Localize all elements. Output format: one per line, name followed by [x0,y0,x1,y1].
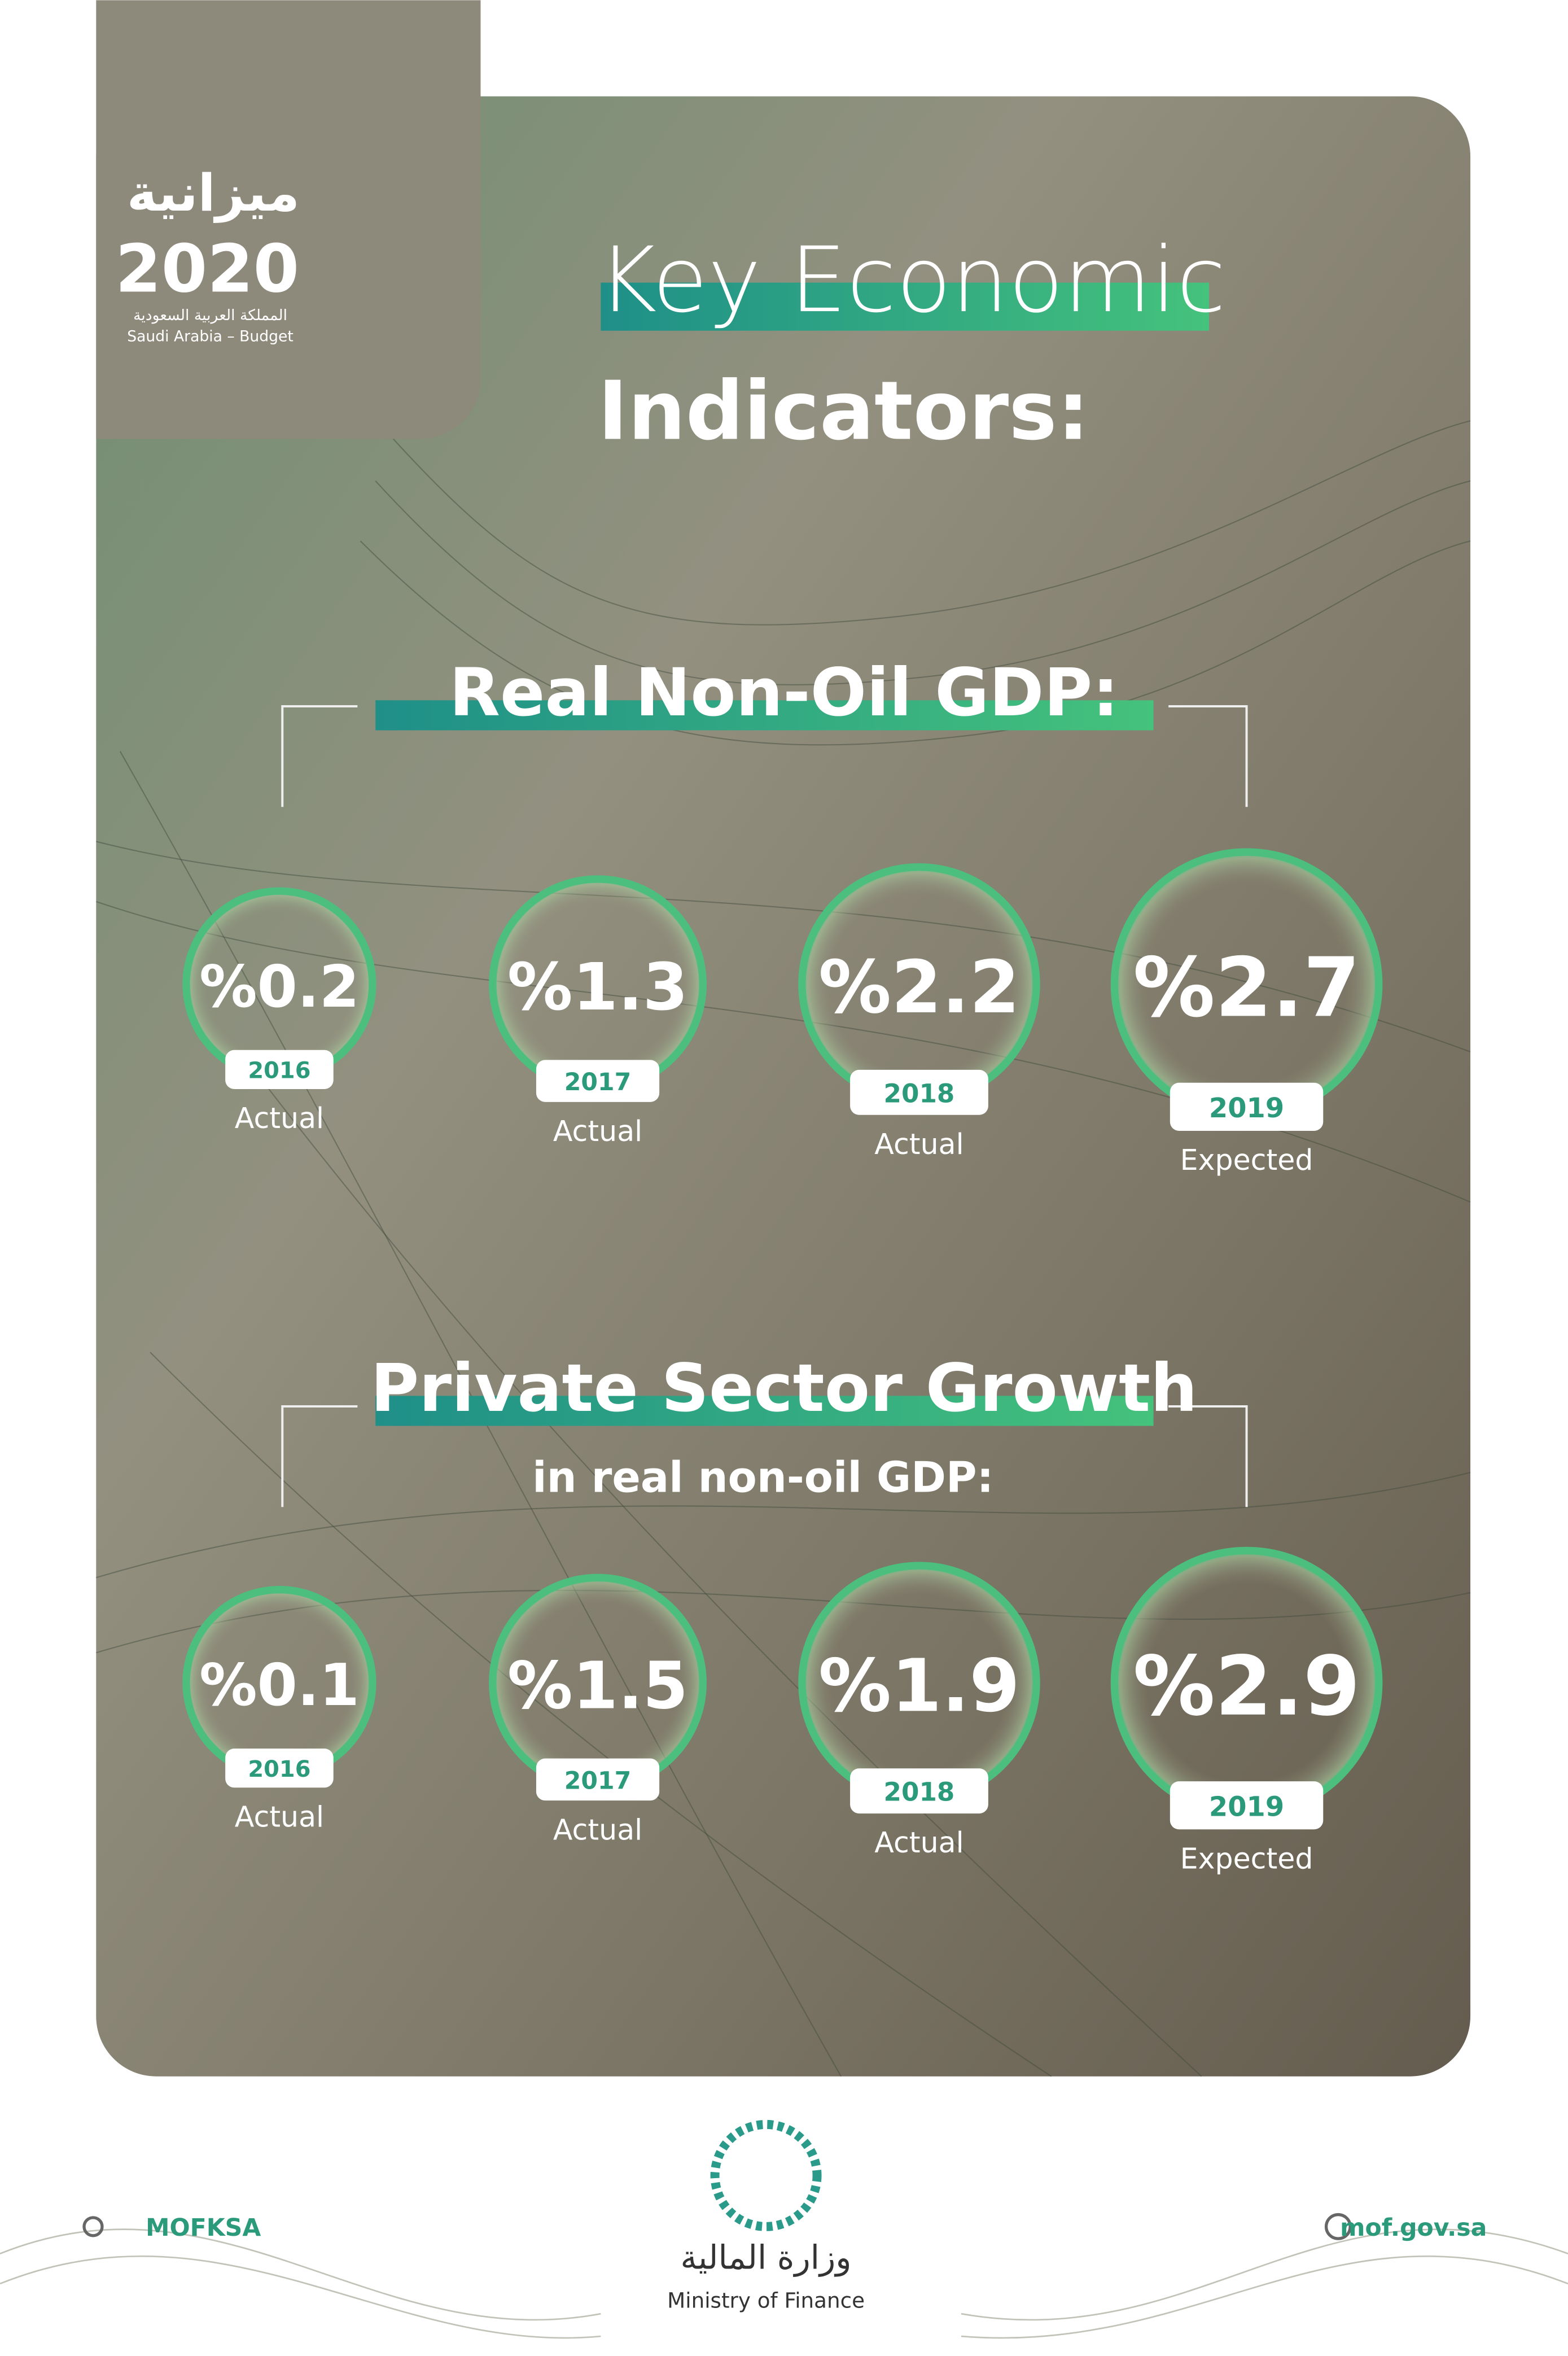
ministry-arabic: وزارة المالية [681,2238,852,2277]
status: Expected [1180,1842,1313,1875]
year-pill [850,1069,988,1115]
indicator-value: %2.7 [1133,940,1360,1035]
indicator-value: %1.3 [507,950,688,1025]
logo: ميزانية 2020 المملكة العربية السعودية Sa… [115,164,300,345]
status: Actual [235,1800,324,1833]
bracket [281,1405,1248,1507]
year: 2018 [884,1777,955,1807]
year: 2016 [248,1058,310,1084]
year-pill [225,1050,334,1089]
status: Actual [874,1127,963,1161]
instagram-icon [82,2216,104,2237]
year: 2017 [564,1767,631,1795]
indicator-value: %2.2 [818,946,1020,1030]
logo-year: 2020 [115,230,299,308]
status: Actual [553,1114,642,1148]
ministry-emblem [710,2119,822,2231]
indicator-value: %2.9 [1133,1639,1360,1734]
section-title: Private Sector Growth [371,1349,1198,1427]
year: 2018 [884,1078,955,1108]
logo-arabic: ميزانية [127,164,300,223]
title-highlight [375,700,1154,731]
status: Actual [874,1826,963,1859]
title-highlight [601,282,1210,331]
card [96,96,1471,2077]
title: Key Economic [598,228,1226,333]
logo-box [96,0,481,439]
year-pill [536,1060,660,1102]
year-pill [1170,1781,1324,1830]
logo-sub: Saudi Arabia – Budget [127,327,294,345]
status: Expected [1180,1143,1313,1177]
indicator-value: %1.5 [507,1648,688,1724]
year: 2016 [248,1756,310,1782]
year: 2019 [1209,1093,1284,1124]
logo-arabic-sub: المملكة العربية السعودية [133,307,287,324]
section-subtitle: in real non-oil GDP: [532,1453,993,1502]
status: Actual [553,1813,642,1846]
bracket [281,705,1248,807]
status: Actual [235,1101,324,1135]
ministry-name: Ministry of Finance [667,2288,865,2313]
year-pill [225,1749,334,1788]
indicator-value: %1.9 [818,1644,1020,1728]
website[interactable]: mof.gov.sa [1340,2214,1487,2242]
social-handle[interactable]: MOFKSA [146,2214,261,2242]
web-icon [1324,2213,1352,2240]
section-title: Real Non-Oil GDP: [449,654,1119,731]
year: 2019 [1209,1791,1284,1822]
footer-waves [0,2228,1568,2339]
title-highlight [375,1396,1154,1426]
year-pill [1170,1082,1324,1131]
year-pill [536,1758,660,1801]
year-pill [850,1768,988,1814]
indicator-value: %0.1 [199,1652,360,1719]
year: 2017 [564,1068,631,1096]
title: Indicators: [598,364,1089,458]
indicator-value: %0.2 [199,954,360,1021]
